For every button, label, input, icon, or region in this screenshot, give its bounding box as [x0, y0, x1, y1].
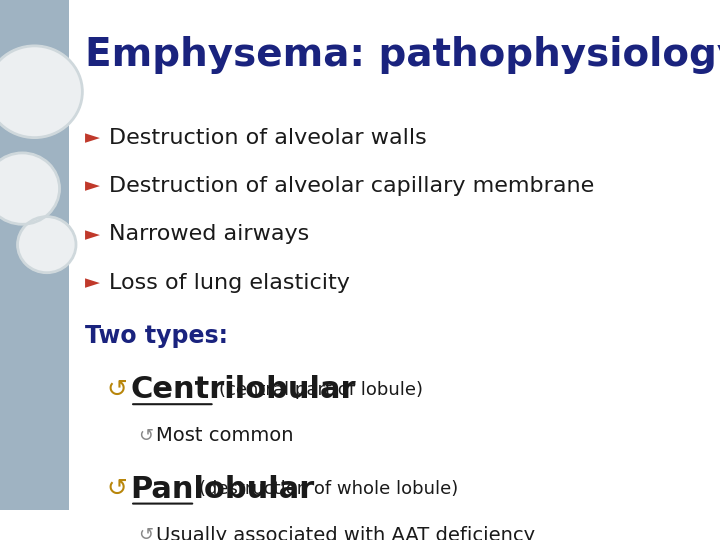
- Text: Narrowed airways: Narrowed airways: [109, 225, 309, 245]
- Circle shape: [0, 46, 82, 138]
- Text: Most common: Most common: [156, 426, 293, 445]
- Text: ↺: ↺: [107, 477, 127, 501]
- Text: ►: ►: [85, 177, 100, 195]
- Text: Destruction of alveolar walls: Destruction of alveolar walls: [109, 127, 427, 147]
- Text: ↺: ↺: [138, 427, 153, 445]
- Circle shape: [0, 153, 60, 224]
- Text: (central part of lobule): (central part of lobule): [219, 381, 423, 399]
- Text: ►: ►: [85, 128, 100, 147]
- Text: Loss of lung elasticity: Loss of lung elasticity: [109, 273, 350, 293]
- Text: ►: ►: [85, 273, 100, 292]
- Text: ↺: ↺: [138, 526, 153, 540]
- Text: Emphysema: pathophysiology: Emphysema: pathophysiology: [85, 36, 720, 73]
- Circle shape: [17, 217, 76, 273]
- FancyBboxPatch shape: [0, 0, 69, 510]
- Text: ►: ►: [85, 225, 100, 244]
- Text: Centrilobular: Centrilobular: [130, 375, 356, 404]
- Text: Usually associated with AAT deficiency: Usually associated with AAT deficiency: [156, 526, 535, 540]
- Text: Destruction of alveolar capillary membrane: Destruction of alveolar capillary membra…: [109, 176, 594, 196]
- Text: Panlobular: Panlobular: [130, 475, 315, 504]
- Text: ↺: ↺: [107, 378, 127, 402]
- Text: Two types:: Two types:: [85, 325, 228, 348]
- Text: (destruction of whole lobule): (destruction of whole lobule): [199, 480, 459, 498]
